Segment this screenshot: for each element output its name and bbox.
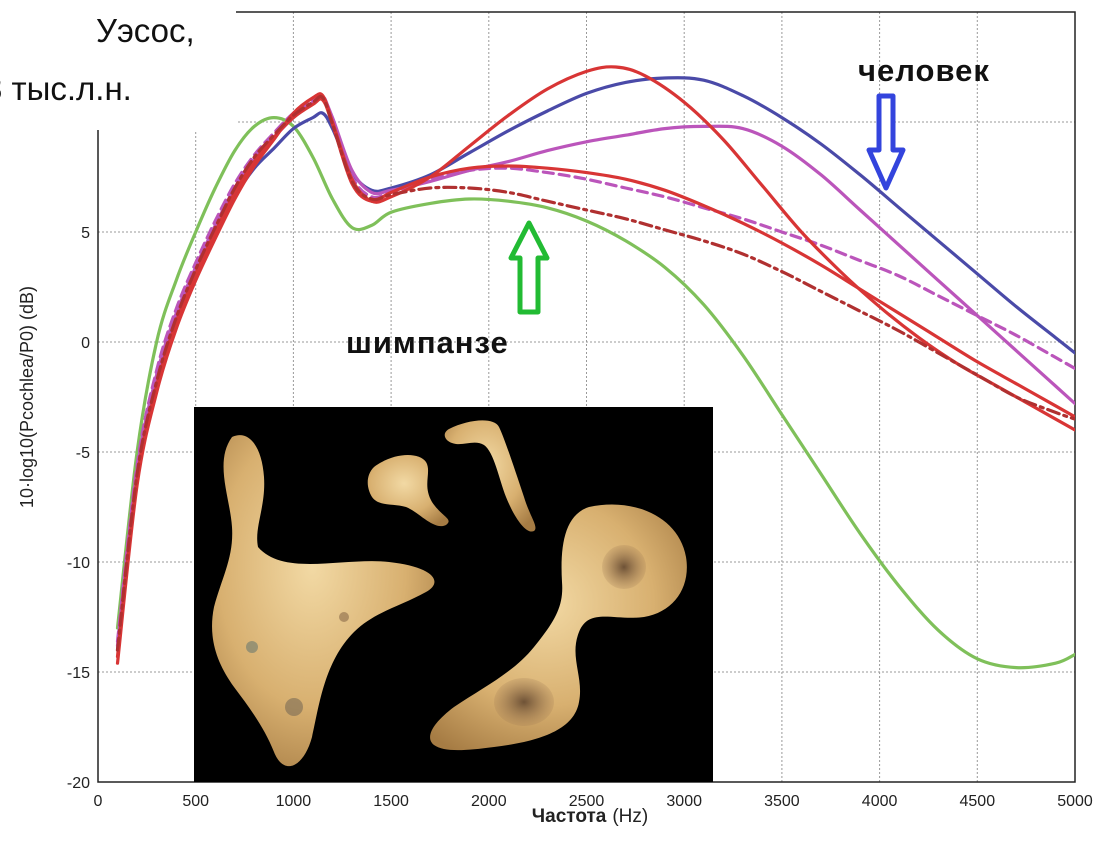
x-tick-label: 3000 — [666, 793, 702, 810]
stapes-fragment — [367, 455, 449, 527]
x-axis-label-bold: Частота — [532, 806, 607, 827]
y-tick-label: 0 — [81, 335, 90, 352]
y-tick-label: -15 — [67, 665, 90, 682]
series-line-4 — [115, 92, 1075, 643]
x-tick-label: 2500 — [569, 793, 605, 810]
x-tick-label: 1500 — [373, 793, 409, 810]
x-tick-label: 2000 — [471, 793, 507, 810]
y-tick-label: -5 — [76, 445, 90, 462]
site-label: Уэсос, 8 тыс.л.н. — [0, 0, 236, 130]
x-axis-label-unit: (Hz) — [612, 806, 648, 827]
plot-frame — [97, 11, 1076, 783]
x-axis-label: Частота (Hz) — [532, 806, 648, 827]
x-tick-label: 4500 — [960, 793, 996, 810]
ear-ossicles-photo — [194, 407, 713, 782]
x-tick-label: 4000 — [862, 793, 898, 810]
y-tick-label: 5 — [81, 225, 90, 242]
y-axis-ticks: -20 -15 -10 -5 0 5 — [67, 225, 90, 792]
ossicles-illustration — [194, 407, 713, 782]
series-line-7 — [115, 94, 1075, 652]
y-tick-label: -20 — [67, 775, 90, 792]
x-tick-label: 1000 — [276, 793, 312, 810]
y-tick-label: -10 — [67, 555, 90, 572]
x-tick-label: 500 — [182, 793, 209, 810]
human-label: человек — [858, 53, 990, 88]
chimp-label: шимпанзе — [346, 325, 509, 360]
x-tick-label: 3500 — [764, 793, 800, 810]
x-axis-ticks: 0 500 1000 1500 2000 2500 3000 3500 4000 4500 5000 — [94, 793, 1093, 810]
site-age: 8 тыс.л.н. — [0, 70, 132, 107]
human-arrow-icon — [866, 93, 906, 191]
incus-bone — [212, 435, 435, 767]
site-name: Уэсос, — [96, 12, 195, 49]
series-line-1 — [115, 116, 1075, 670]
x-tick-label: 0 — [94, 793, 103, 810]
y-axis-label: 10·log10(Pcochlea/P0) (dB) — [17, 286, 37, 508]
series-line-6 — [115, 97, 1075, 659]
series-lines — [115, 65, 1075, 670]
x-tick-label: 5000 — [1057, 793, 1093, 810]
chimp-arrow-icon — [508, 220, 550, 315]
thin-fragment — [444, 420, 536, 532]
